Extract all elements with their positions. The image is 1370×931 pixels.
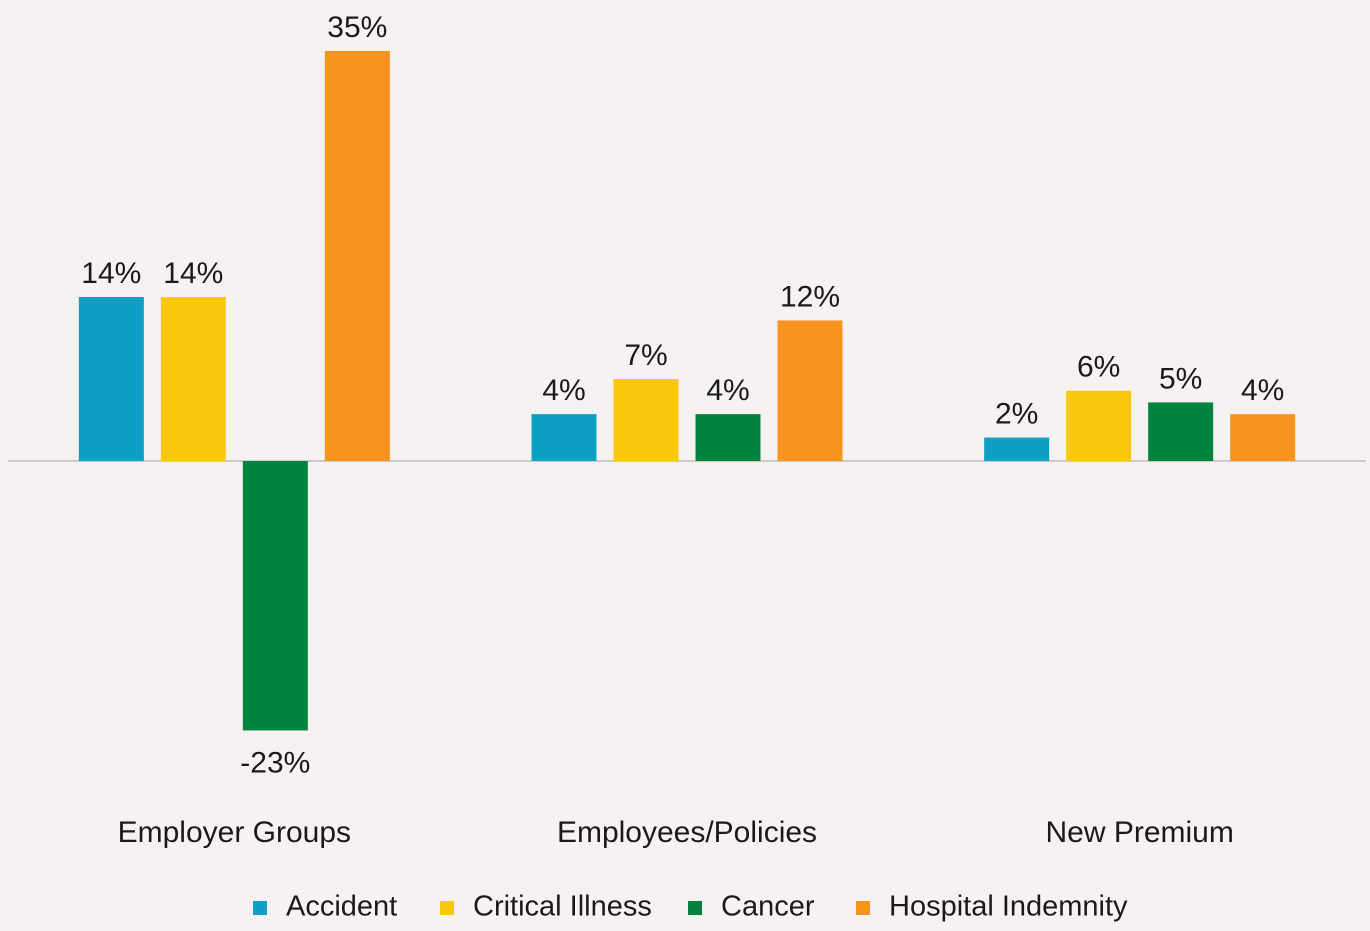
data-label: 5% bbox=[1159, 362, 1202, 395]
bar bbox=[777, 320, 843, 461]
x-tick-label: New Premium bbox=[1045, 816, 1233, 849]
data-label: 35% bbox=[327, 11, 387, 44]
data-label: -23% bbox=[240, 746, 310, 779]
bar bbox=[1230, 414, 1296, 461]
data-label: 4% bbox=[706, 374, 749, 407]
data-label: 4% bbox=[542, 374, 585, 407]
data-label: 12% bbox=[780, 280, 840, 313]
bar bbox=[695, 414, 761, 461]
bar bbox=[984, 437, 1050, 461]
bar bbox=[160, 297, 226, 461]
legend-swatch bbox=[253, 901, 267, 915]
data-label: 6% bbox=[1077, 351, 1120, 384]
bar bbox=[78, 297, 144, 461]
data-label: 4% bbox=[1241, 374, 1284, 407]
bar bbox=[1066, 390, 1132, 461]
x-tick-label: Employer Groups bbox=[118, 816, 351, 849]
legend-swatch bbox=[856, 901, 870, 915]
legend-label: Cancer bbox=[721, 891, 815, 923]
bar bbox=[1148, 402, 1214, 461]
bar bbox=[242, 461, 308, 731]
data-label: 14% bbox=[81, 257, 141, 290]
legend-swatch bbox=[688, 901, 702, 915]
legend-label: Accident bbox=[286, 891, 397, 923]
data-label: 14% bbox=[163, 257, 223, 290]
bar bbox=[613, 379, 679, 461]
legend-swatch bbox=[440, 901, 454, 915]
bar bbox=[324, 51, 390, 461]
x-tick-label: Employees/Policies bbox=[557, 816, 817, 849]
legend-label: Hospital Indemnity bbox=[889, 891, 1128, 923]
bar bbox=[531, 414, 597, 461]
data-label: 7% bbox=[624, 339, 667, 372]
legend-label: Critical Illness bbox=[473, 891, 652, 923]
data-label: 2% bbox=[995, 398, 1038, 431]
